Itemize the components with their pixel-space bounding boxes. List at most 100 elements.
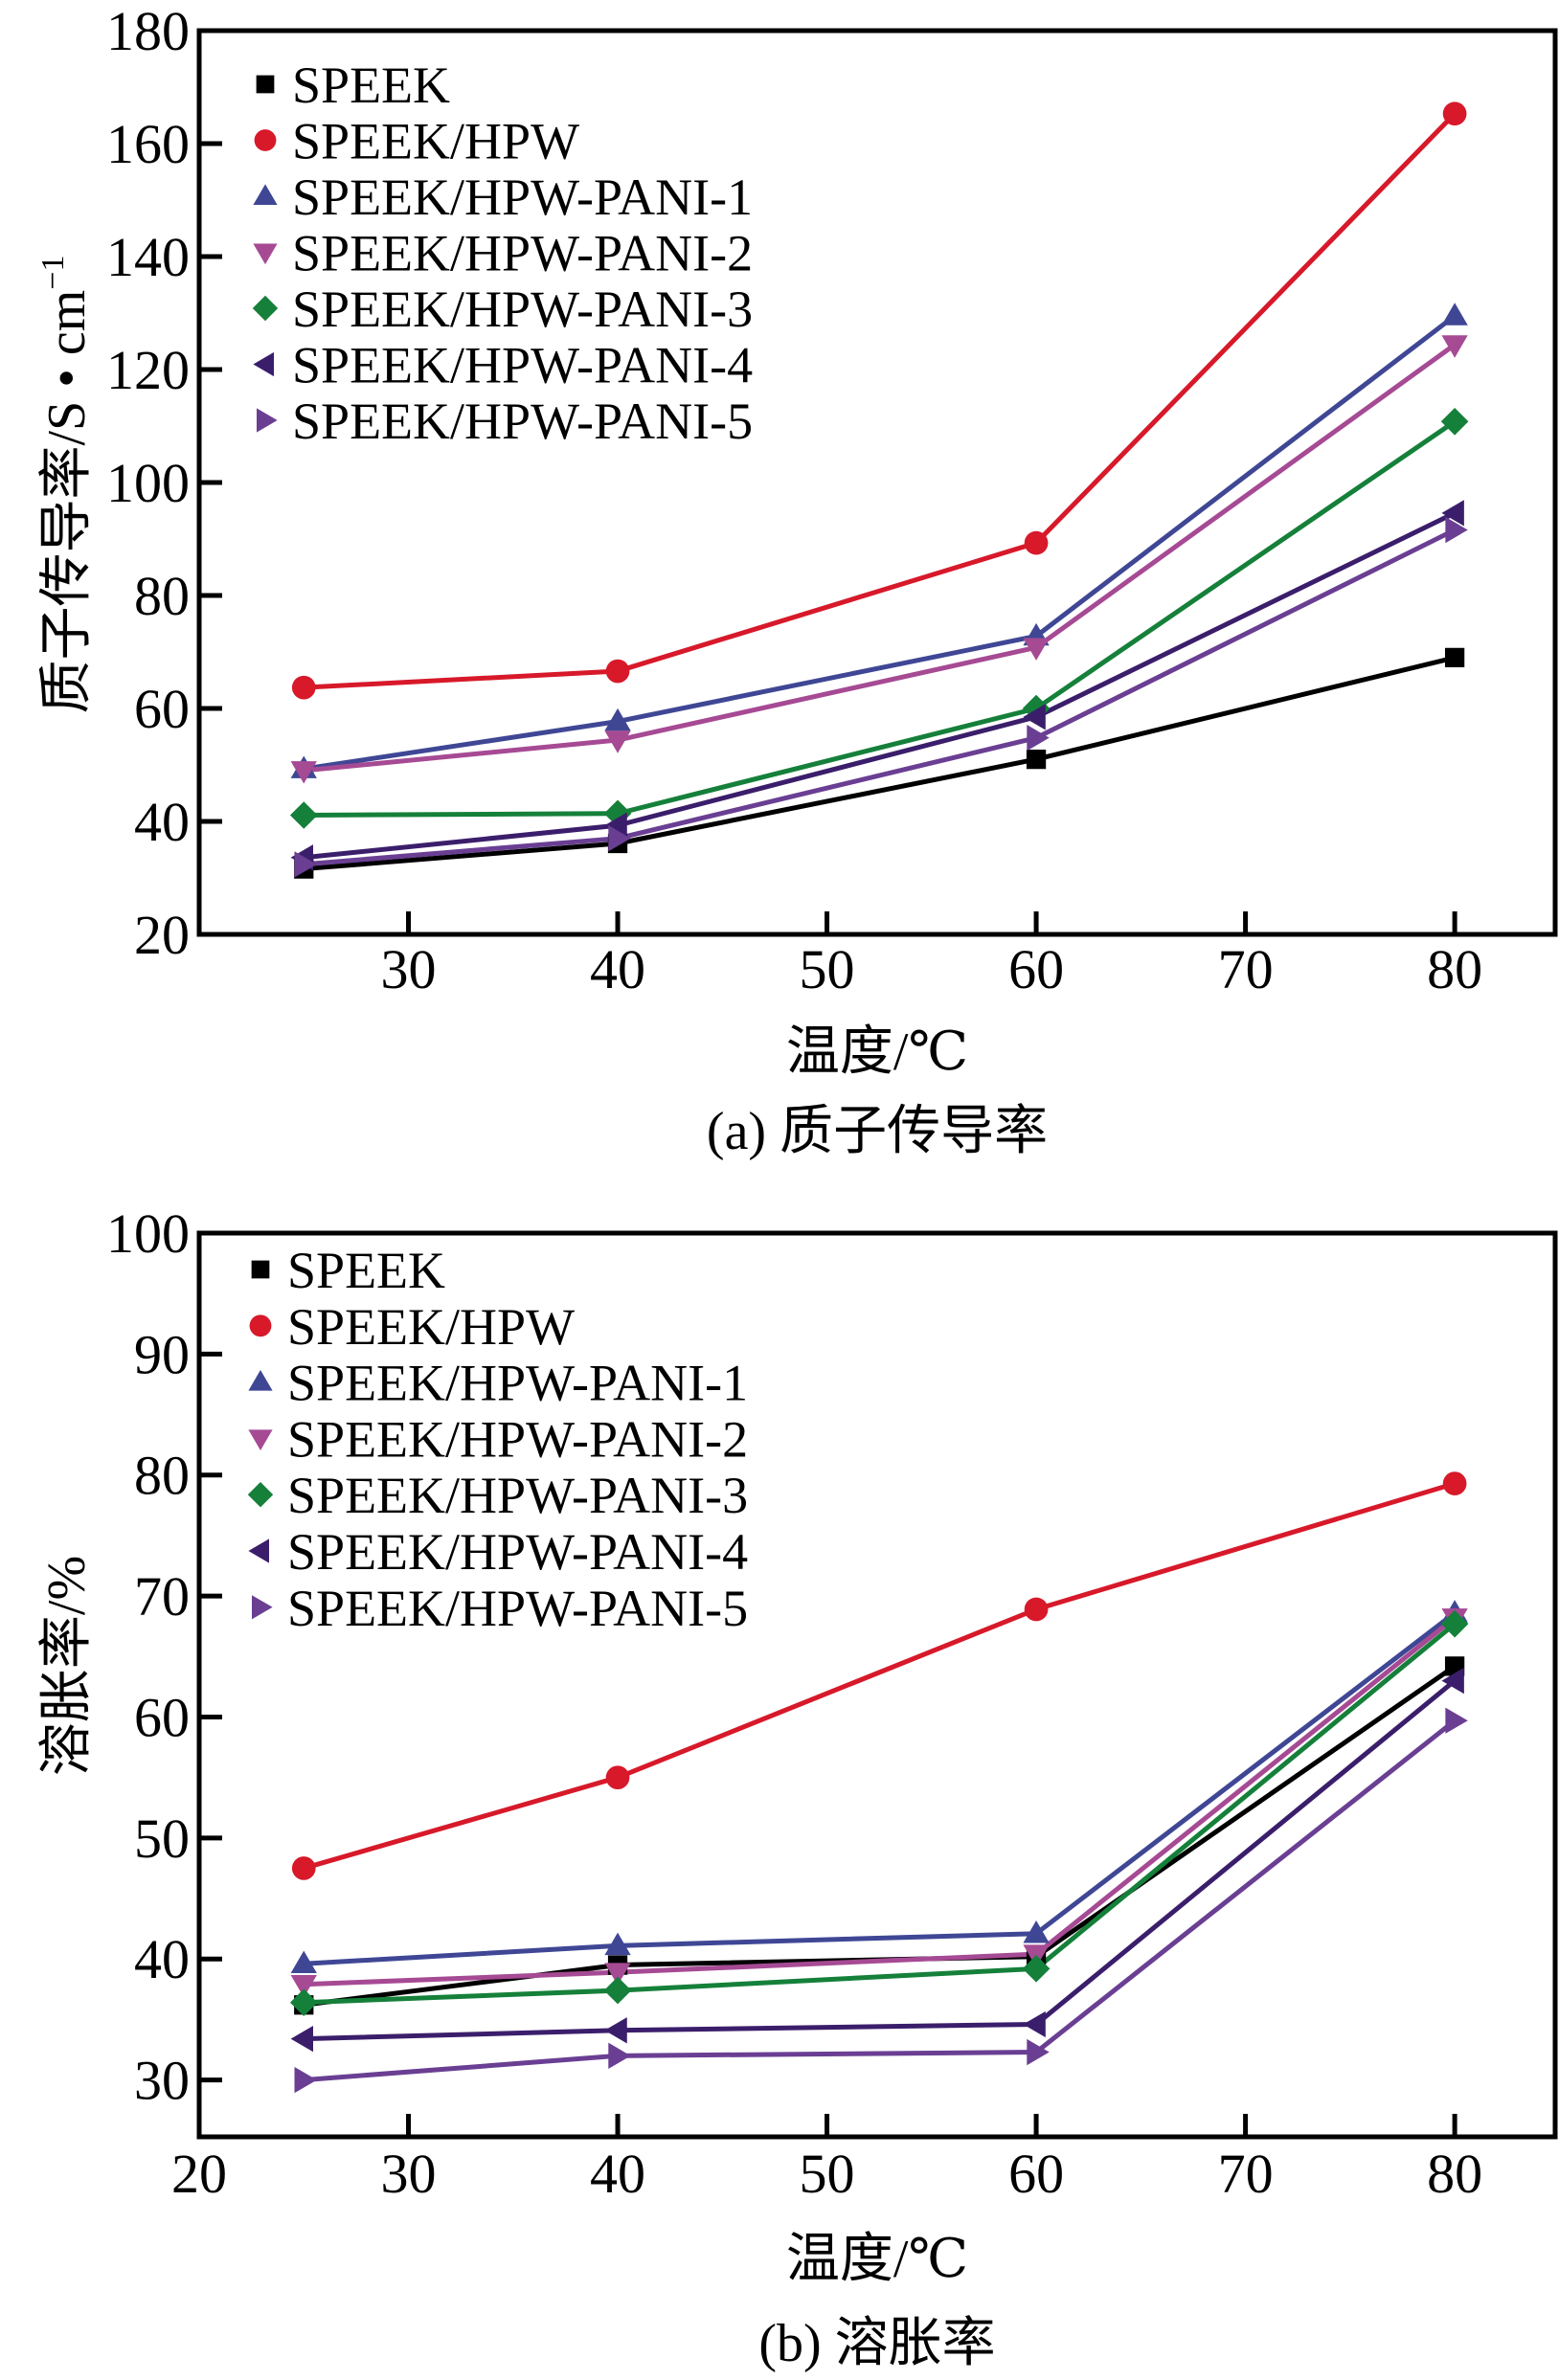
x-tick-label: 50: [800, 938, 855, 1000]
panel-a-caption: (a) 质子传导率: [707, 1102, 1048, 1161]
data-point-1-0: [291, 675, 316, 700]
legend-marker: [248, 1538, 269, 1563]
data-point-3-2: [1023, 638, 1050, 661]
series-line-5: [304, 1678, 1457, 2042]
data-point-4-3: [1440, 1609, 1469, 1638]
y-tick-label: 100: [106, 452, 190, 514]
data-point-1-0: [291, 1856, 316, 1880]
panel-a-axes: [196, 28, 1558, 937]
legend-marker: [247, 1482, 274, 1508]
data-point-1-3: [1442, 101, 1467, 126]
data-point-3-0: [290, 761, 317, 784]
legend-item: SPEEK/HPW-PANI-2: [248, 1410, 748, 1468]
data-point-6-1: [608, 825, 631, 852]
data-point-1-2: [1024, 1597, 1049, 1622]
data-point-6-0: [294, 851, 317, 878]
panel-a-y-axis-title-main: 质子传导率/S • cm: [37, 290, 97, 714]
legend-label: SPEEK/HPW: [292, 113, 579, 170]
panel-a-proton-conductivity: SPEEKSPEEK/HPWSPEEK/HPW-PANI-1SPEEK/HPW-…: [35, 0, 1558, 1161]
panel-b-tick-labels: 30 40 50 60 70 80 90 100 20 30 40 50 60 70 80: [106, 1202, 1482, 2205]
data-point-6-3: [1445, 516, 1468, 544]
legend-marker: [248, 1370, 273, 1391]
data-point-4-0: [289, 1988, 318, 2017]
y-tick-label: 80: [134, 1445, 190, 1507]
legend-label: SPEEK/HPW-PANI-3: [287, 1467, 748, 1524]
y-tick-label: 50: [134, 1807, 190, 1870]
legend-item: SPEEK/HPW-PANI-4: [248, 1523, 748, 1581]
data-point-5-0: [290, 2025, 314, 2053]
data-point-5-3: [1441, 1667, 1464, 1695]
legend-label: SPEEK/HPW-PANI-5: [287, 1580, 748, 1637]
data-point-0-3: [1444, 647, 1465, 668]
data-point-5-1: [604, 2017, 627, 2044]
y-tick-label: 20: [134, 904, 190, 966]
data-point-2-1: [604, 1932, 631, 1956]
y-tick-label: 160: [106, 113, 190, 175]
series-line-3: [304, 1615, 1457, 1987]
data-point-6-1: [608, 2042, 631, 2069]
y-tick-label: 60: [134, 678, 190, 740]
y-tick-label: 40: [134, 1928, 190, 1990]
plot-frame: [196, 1230, 1558, 2140]
legend-label: SPEEK/HPW-PANI-3: [292, 281, 753, 338]
y-tick-label: 60: [134, 1686, 190, 1748]
data-point-4-0: [289, 801, 318, 829]
data-point-3-1: [604, 1963, 631, 1986]
data-point-5-1: [604, 812, 627, 839]
x-tick-label: 40: [590, 938, 645, 1000]
panel-a-legend: SPEEKSPEEK/HPWSPEEK/HPW-PANI-1SPEEK/HPW-…: [252, 56, 753, 450]
legend-item: SPEEK/HPW-PANI-2: [253, 225, 753, 282]
panel-a-tick-labels: 20 40 60 80 100 120 140 160 180 30 40 50 60 70 80: [106, 0, 1482, 1000]
series-line-6: [304, 1718, 1457, 2083]
x-tick-label: 70: [1218, 2143, 1274, 2205]
series-line-6: [304, 528, 1457, 867]
legend-item: SPEEK/HPW-PANI-4: [253, 337, 753, 394]
y-tick-label: 140: [106, 226, 190, 288]
x-tick-label: 60: [1008, 938, 1064, 1000]
legend-marker: [249, 1314, 272, 1337]
legend-marker: [251, 1260, 270, 1279]
y-tick-label: 40: [134, 791, 190, 853]
series-line-5: [304, 510, 1457, 861]
data-point-4-1: [603, 1976, 632, 2005]
panel-a-y-axis-title-superscript: −1: [35, 256, 71, 290]
series-line-0: [303, 1664, 1457, 2008]
legend-item: SPEEK: [251, 1242, 445, 1299]
x-tick-label: 20: [171, 2143, 227, 2205]
data-point-2-1: [604, 707, 631, 731]
y-tick-label: 70: [134, 1565, 190, 1628]
legend-marker: [254, 129, 277, 151]
x-tick-label: 50: [800, 2143, 855, 2205]
legend-label: SPEEK/HPW-PANI-4: [292, 337, 753, 394]
data-point-5-3: [1441, 500, 1464, 527]
y-tick-label: 100: [106, 1202, 190, 1265]
data-point-6-2: [1027, 725, 1050, 752]
series-line-2: [304, 1610, 1457, 1966]
data-point-2-0: [290, 1950, 317, 1974]
data-point-2-2: [1023, 1920, 1050, 1943]
y-tick-label: 90: [134, 1323, 190, 1385]
x-tick-label: 80: [1427, 2143, 1482, 2205]
data-point-1-2: [1024, 530, 1049, 555]
y-tick-label: 80: [134, 565, 190, 627]
panel-b-caption: (b) 溶胀率: [758, 2314, 995, 2373]
data-point-1-1: [605, 1765, 630, 1790]
series-line-2: [303, 313, 1457, 772]
series-line-1: [303, 1481, 1456, 1871]
legend-item: SPEEK/HPW-PANI-3: [252, 281, 753, 338]
legend-label: SPEEK/HPW: [287, 1298, 575, 1356]
series-line-1: [304, 111, 1457, 690]
data-point-5-2: [1023, 2010, 1046, 2038]
data-point-6-0: [294, 2066, 317, 2094]
data-point-3-3: [1441, 335, 1468, 358]
legend-label: SPEEK/HPW-PANI-5: [292, 393, 753, 450]
legend-marker: [257, 408, 278, 433]
x-tick-label: 80: [1427, 938, 1482, 1000]
series-line-4: [304, 1622, 1457, 2006]
series-line-4: [304, 419, 1457, 819]
panel-a-series: [289, 101, 1469, 879]
panel-b-y-axis-title: 溶胀率/%: [37, 1556, 97, 1776]
data-point-1-3: [1442, 1471, 1467, 1495]
panel-b-legend: SPEEKSPEEK/HPWSPEEK/HPW-PANI-1SPEEK/HPW-…: [247, 1242, 748, 1637]
